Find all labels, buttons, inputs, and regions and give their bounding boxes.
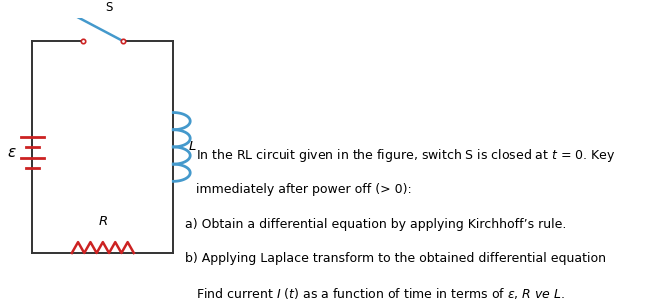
Text: S: S bbox=[105, 1, 112, 14]
Text: L: L bbox=[188, 140, 196, 153]
Text: R: R bbox=[98, 215, 107, 228]
Text: immediately after power off (> 0):: immediately after power off (> 0): bbox=[196, 183, 411, 196]
Text: Find current $I$ ($t$) as a function of time in terms of $\varepsilon$, $R$ $ve$: Find current $I$ ($t$) as a function of … bbox=[196, 285, 565, 300]
Text: ε: ε bbox=[7, 145, 16, 160]
Text: b) Applying Laplace transform to the obtained differential equation: b) Applying Laplace transform to the obt… bbox=[184, 252, 606, 265]
Text: a) Obtain a differential equation by applying Kirchhoff’s rule.: a) Obtain a differential equation by app… bbox=[184, 218, 566, 231]
Text: In the RL circuit given in the figure, switch S is closed at $t$ = 0. Key: In the RL circuit given in the figure, s… bbox=[196, 147, 615, 164]
